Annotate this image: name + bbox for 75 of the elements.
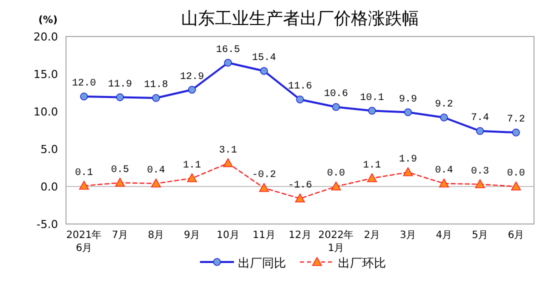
point	[224, 58, 232, 67]
data-label: -0.2	[252, 170, 276, 181]
data-label: 9.9	[398, 94, 418, 106]
data-label: 11.6	[288, 82, 312, 92]
data-label: 3.1	[218, 145, 238, 156]
x-tick-label: 12月	[288, 230, 312, 241]
x-tick-label: 4月	[436, 230, 452, 241]
x-tick-label: 2021年 6月	[66, 229, 102, 254]
data-label: 0.1	[74, 168, 94, 179]
point	[331, 182, 341, 190]
data-label: 0.5	[110, 164, 130, 176]
legend-label: 出厂环比	[338, 256, 386, 270]
point	[260, 67, 268, 75]
data-label: 12.9	[180, 72, 204, 83]
data-label: 16.5	[216, 44, 240, 56]
point	[296, 96, 304, 104]
data-label: 12.0	[72, 78, 96, 90]
data-label: -1.6	[288, 180, 312, 192]
data-label: 7.2	[506, 114, 526, 126]
point	[115, 178, 125, 187]
data-label: 0.3	[470, 166, 490, 178]
data-label: 9.2	[434, 100, 454, 110]
point	[188, 86, 196, 94]
x-tick-label: 9月	[184, 230, 200, 241]
x-tick-label: 10月	[216, 230, 240, 241]
x-tick-label: 6月	[508, 230, 524, 241]
point	[368, 106, 376, 115]
x-tick-label: 11月	[252, 230, 276, 241]
point	[512, 128, 520, 136]
x-tick-label: 2022年 1月	[318, 229, 354, 254]
y-tick-label: 20.0	[34, 30, 58, 44]
data-label: 11.9	[108, 79, 132, 90]
point	[476, 127, 484, 135]
point	[79, 180, 89, 190]
data-label: 1.1	[182, 160, 202, 172]
point	[475, 179, 485, 188]
data-label: 0.4	[434, 166, 454, 176]
point	[404, 108, 412, 116]
data-label: 15.4	[252, 53, 276, 64]
x-tick-label: 3月	[400, 230, 416, 241]
point	[80, 92, 88, 100]
point	[116, 93, 124, 102]
y-axis-title: (%)	[38, 15, 58, 26]
point	[295, 194, 305, 202]
point	[223, 158, 233, 168]
point	[259, 183, 269, 192]
point	[440, 114, 448, 122]
data-label: 11.8	[144, 80, 168, 91]
x-tick-label: 8月	[148, 230, 164, 241]
point	[187, 173, 197, 182]
point	[151, 178, 161, 188]
y-tick-label: 10.0	[34, 106, 58, 118]
data-label: 10.1	[360, 92, 384, 104]
point	[403, 167, 413, 176]
data-label: 0.4	[146, 166, 166, 176]
point	[332, 103, 340, 111]
point	[439, 178, 449, 188]
y-tick-label: -5.0	[36, 218, 58, 231]
x-tick-label: 5月	[472, 230, 488, 241]
data-label: 1.9	[398, 154, 418, 166]
x-tick-label: 2月	[364, 230, 380, 241]
y-tick-label: 5.0	[40, 143, 58, 156]
point	[152, 94, 160, 102]
x-tick-label: 7月	[112, 230, 128, 241]
data-label: 0.0	[326, 168, 346, 180]
data-label: 10.6	[324, 89, 348, 100]
data-label: 0.0	[506, 168, 526, 180]
point	[511, 182, 521, 190]
legend-label: 出厂同比	[238, 256, 286, 270]
y-tick-label: 0.0	[40, 180, 58, 194]
chart-title: 山东工业生产者出厂价格涨跌幅	[181, 9, 419, 29]
data-label: 7.4	[470, 113, 490, 124]
point	[367, 173, 377, 182]
data-label: 1.1	[362, 160, 382, 172]
y-tick-label: 15.0	[34, 68, 58, 81]
